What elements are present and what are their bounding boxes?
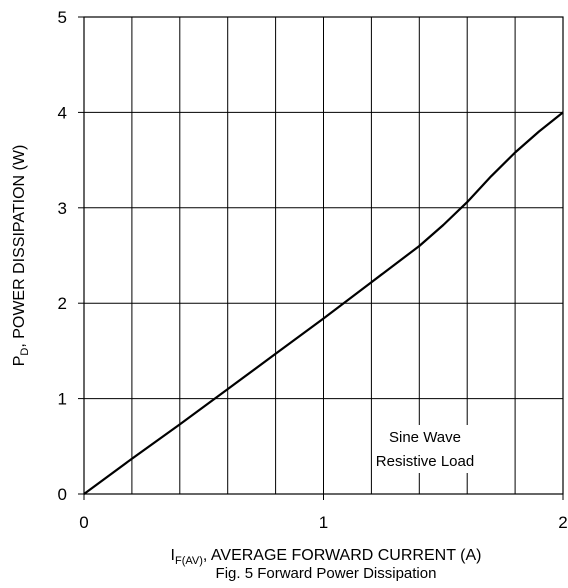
- x-axis-title-rest: , AVERAGE FORWARD CURRENT (A): [203, 547, 482, 564]
- y-tick-label: 4: [58, 103, 67, 122]
- annotation-line-2: Resistive Load: [376, 453, 474, 470]
- y-tick-label: 0: [58, 485, 67, 504]
- x-axis-title: IF(AV), AVERAGE FORWARD CURRENT (A): [171, 547, 482, 567]
- y-tick-label: 1: [58, 390, 67, 409]
- y-tick-label: 5: [58, 8, 67, 27]
- y-tick-label: 3: [58, 199, 67, 218]
- x-tick-label: 0: [79, 513, 88, 532]
- grid: [84, 17, 563, 494]
- power-dissipation-curve: [83, 111, 564, 495]
- annotation-line-1: Sine Wave: [389, 429, 461, 446]
- y-axis-title-rest: , POWER DISSIPATION (W): [11, 145, 28, 348]
- y-axis-title: PD, POWER DISSIPATION (W): [11, 145, 31, 367]
- axis-ticks: 0 1 2 3 4 5 0 1 2: [58, 8, 568, 532]
- x-tick-label: 2: [558, 513, 567, 532]
- annotation: Sine Wave Resistive Load: [376, 425, 474, 473]
- y-axis-title-subscript: D: [19, 348, 31, 356]
- figure-caption: Fig. 5 Forward Power Dissipation: [216, 565, 437, 582]
- x-axis-title-main: I: [171, 547, 175, 564]
- y-axis-title-main: P: [11, 356, 28, 367]
- annotation-background: [378, 425, 472, 473]
- x-tick-label: 1: [319, 513, 328, 532]
- x-axis-title-subscript: F(AV): [175, 555, 203, 567]
- y-tick-label: 2: [58, 294, 67, 313]
